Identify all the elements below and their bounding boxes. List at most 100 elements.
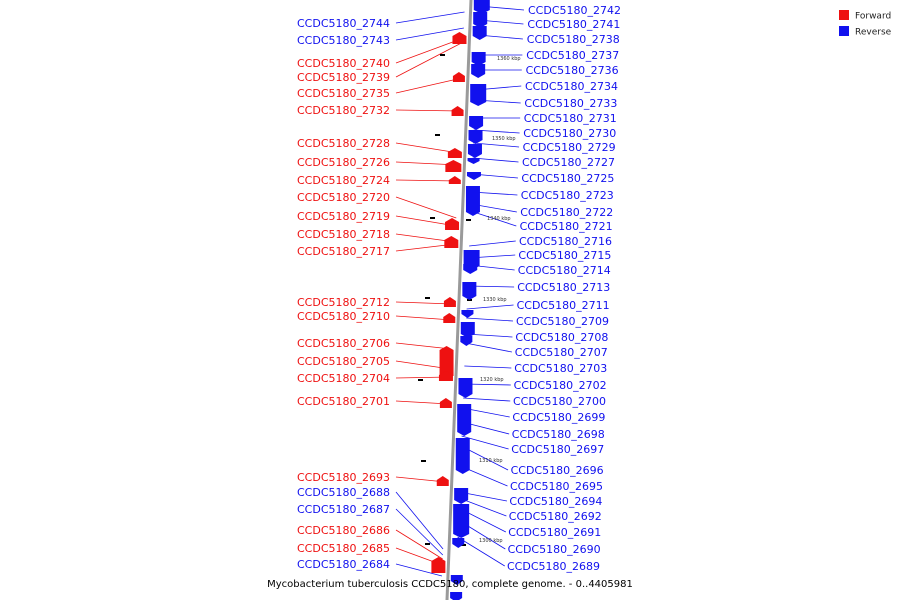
reverse-gene-label[interactable]: CCDC5180_2695 [510, 480, 603, 493]
forward-gene[interactable] [436, 476, 449, 486]
reverse-gene[interactable] [453, 504, 470, 538]
forward-gene-label[interactable]: CCDC5180_2704 [297, 372, 390, 385]
reverse-gene[interactable] [463, 264, 478, 274]
reverse-gene-label[interactable]: CCDC5180_2700 [513, 395, 606, 408]
forward-gene-label[interactable]: CCDC5180_2739 [297, 71, 390, 84]
reverse-gene-label[interactable]: CCDC5180_2716 [519, 235, 612, 248]
reverse-gene-label[interactable]: CCDC5180_2742 [528, 4, 621, 17]
reverse-gene-label[interactable]: CCDC5180_2714 [518, 264, 611, 277]
forward-gene[interactable] [447, 148, 462, 158]
forward-gene[interactable] [452, 32, 467, 44]
forward-gene-label[interactable]: CCDC5180_2732 [297, 104, 390, 117]
forward-gene-label[interactable]: CCDC5180_2719 [297, 210, 390, 223]
reverse-gene[interactable] [473, 0, 490, 14]
reverse-gene-label[interactable]: CCDC5180_2723 [521, 189, 614, 202]
reverse-gene[interactable] [468, 130, 483, 144]
forward-gene[interactable] [445, 218, 460, 230]
reverse-gene-label[interactable]: CCDC5180_2694 [509, 495, 602, 508]
reverse-gene[interactable] [470, 84, 487, 106]
reverse-gene-label[interactable]: CCDC5180_2696 [511, 464, 604, 477]
reverse-gene-label[interactable]: CCDC5180_2713 [517, 281, 610, 294]
reverse-gene[interactable] [454, 488, 469, 504]
reverse-gene-label[interactable]: CCDC5180_2722 [520, 206, 613, 219]
forward-gene[interactable] [451, 106, 464, 116]
reverse-gene-label[interactable]: CCDC5180_2736 [526, 64, 619, 77]
forward-gene-label[interactable]: CCDC5180_2743 [297, 34, 390, 47]
reverse-gene-label[interactable]: CCDC5180_2730 [523, 127, 616, 140]
reverse-gene-label[interactable]: CCDC5180_2729 [523, 141, 616, 154]
reverse-gene[interactable] [462, 282, 477, 300]
reverse-gene[interactable] [466, 172, 481, 180]
reverse-gene-label[interactable]: CCDC5180_2711 [517, 299, 610, 312]
forward-gene-label[interactable]: CCDC5180_2686 [297, 524, 390, 537]
reverse-gene-label[interactable]: CCDC5180_2725 [521, 172, 614, 185]
reverse-gene-label[interactable]: CCDC5180_2738 [527, 33, 620, 46]
reverse-gene[interactable] [471, 64, 486, 78]
reverse-gene[interactable] [467, 144, 482, 158]
reverse-gene-label[interactable]: CCDC5180_2741 [527, 18, 620, 31]
reverse-gene-label[interactable]: CCDC5180_2692 [509, 510, 602, 523]
reverse-gene[interactable] [473, 12, 488, 28]
reverse-gene[interactable] [450, 575, 463, 585]
reverse-gene[interactable] [460, 322, 475, 338]
reverse-gene[interactable] [450, 592, 463, 600]
reverse-gene-label[interactable]: CCDC5180_2709 [516, 315, 609, 328]
forward-gene[interactable] [452, 72, 465, 82]
forward-gene[interactable] [438, 371, 453, 381]
reverse-gene[interactable] [471, 52, 486, 66]
forward-gene-label[interactable]: CCDC5180_2701 [297, 395, 390, 408]
forward-gene-label[interactable]: CCDC5180_2718 [297, 228, 390, 241]
forward-gene-label[interactable]: CCDC5180_2726 [297, 156, 390, 169]
forward-gene-label[interactable]: CCDC5180_2705 [297, 355, 390, 368]
forward-gene-label[interactable]: CCDC5180_2740 [297, 57, 390, 70]
reverse-gene[interactable] [467, 158, 480, 164]
reverse-gene[interactable] [472, 26, 487, 40]
forward-gene-label[interactable]: CCDC5180_2717 [297, 245, 390, 258]
reverse-gene-label[interactable]: CCDC5180_2727 [522, 156, 615, 169]
reverse-gene[interactable] [455, 438, 470, 474]
reverse-gene[interactable] [452, 538, 465, 548]
forward-gene-label[interactable]: CCDC5180_2688 [297, 486, 390, 499]
forward-gene-label[interactable]: CCDC5180_2720 [297, 191, 390, 204]
reverse-gene-label[interactable]: CCDC5180_2703 [514, 362, 607, 375]
forward-gene[interactable] [448, 176, 461, 184]
reverse-gene-label[interactable]: CCDC5180_2715 [518, 249, 611, 262]
reverse-gene-label[interactable]: CCDC5180_2702 [514, 379, 607, 392]
forward-gene[interactable] [443, 313, 456, 323]
reverse-gene[interactable] [469, 116, 484, 130]
reverse-gene[interactable] [460, 336, 473, 346]
forward-gene[interactable] [445, 160, 462, 172]
forward-gene-label[interactable]: CCDC5180_2744 [297, 17, 390, 30]
reverse-gene[interactable] [461, 310, 474, 318]
reverse-gene-label[interactable]: CCDC5180_2734 [525, 80, 618, 93]
reverse-gene-label[interactable]: CCDC5180_2721 [520, 220, 613, 233]
forward-gene-label[interactable]: CCDC5180_2693 [297, 471, 390, 484]
reverse-gene-label[interactable]: CCDC5180_2691 [508, 526, 601, 539]
reverse-gene-label[interactable]: CCDC5180_2699 [512, 411, 605, 424]
forward-gene-label[interactable]: CCDC5180_2685 [297, 542, 390, 555]
forward-gene-label[interactable]: CCDC5180_2712 [297, 296, 390, 309]
reverse-gene-label[interactable]: CCDC5180_2733 [524, 97, 617, 110]
forward-gene[interactable] [443, 297, 456, 307]
reverse-gene-label[interactable]: CCDC5180_2690 [508, 543, 601, 556]
forward-gene-label[interactable]: CCDC5180_2728 [297, 137, 390, 150]
forward-gene-label[interactable]: CCDC5180_2687 [297, 503, 390, 516]
reverse-gene-label[interactable]: CCDC5180_2708 [515, 331, 608, 344]
forward-gene-label[interactable]: CCDC5180_2684 [297, 558, 390, 571]
forward-gene-label[interactable]: CCDC5180_2706 [297, 337, 390, 350]
forward-gene[interactable] [439, 346, 454, 376]
forward-gene-label[interactable]: CCDC5180_2710 [297, 310, 390, 323]
reverse-gene-label[interactable]: CCDC5180_2698 [512, 428, 605, 441]
forward-gene-label[interactable]: CCDC5180_2724 [297, 174, 390, 187]
reverse-gene-label[interactable]: CCDC5180_2707 [515, 346, 608, 359]
forward-gene-label[interactable]: CCDC5180_2735 [297, 87, 390, 100]
reverse-gene-label[interactable]: CCDC5180_2737 [526, 49, 619, 62]
reverse-gene[interactable] [458, 378, 473, 398]
reverse-gene-label[interactable]: CCDC5180_2731 [524, 112, 617, 125]
reverse-gene[interactable] [457, 404, 472, 436]
forward-gene[interactable] [431, 557, 446, 573]
forward-gene[interactable] [439, 398, 452, 408]
reverse-gene-label[interactable]: CCDC5180_2697 [511, 443, 604, 456]
forward-gene[interactable] [444, 236, 459, 248]
reverse-gene-label[interactable]: CCDC5180_2689 [507, 560, 600, 573]
